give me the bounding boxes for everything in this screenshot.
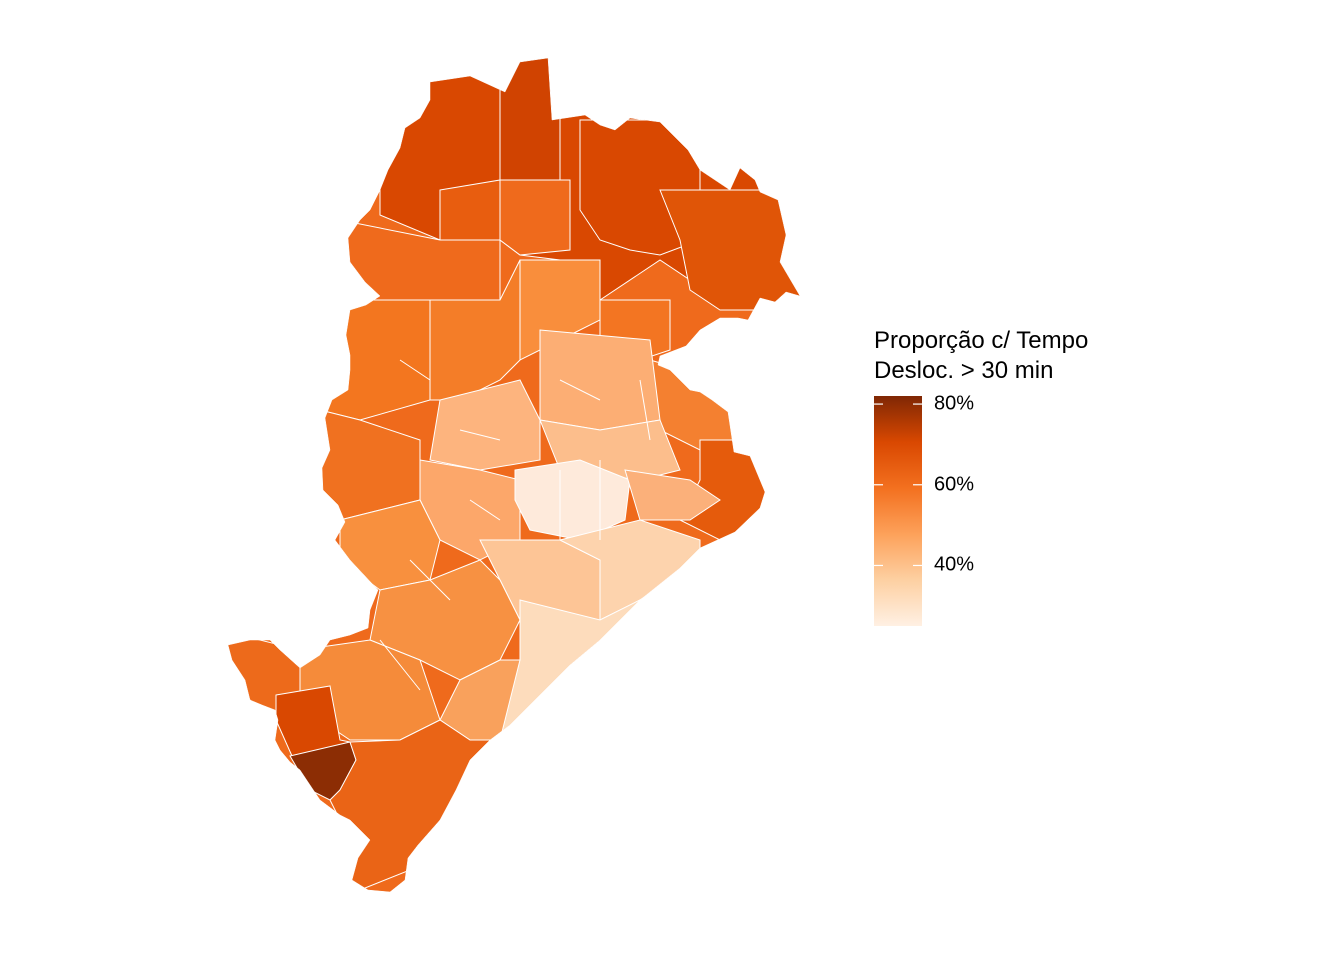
legend: Proporção c/ Tempo Desloc. > 30 min 80% 6… (874, 326, 1194, 626)
legend-colorbar (874, 396, 922, 626)
legend-tick-label: 80% (934, 392, 975, 415)
legend-title: Proporção c/ Tempo Desloc. > 30 min (874, 326, 1194, 386)
legend-title-line1: Proporção c/ Tempo (874, 327, 1089, 354)
legend-body: 80% 60% 40% (874, 392, 1194, 626)
legend-tick-label: 60% (934, 473, 975, 496)
legend-tick-label: 40% (934, 553, 975, 576)
legend-title-line2: Desloc. > 30 min (874, 357, 1054, 384)
